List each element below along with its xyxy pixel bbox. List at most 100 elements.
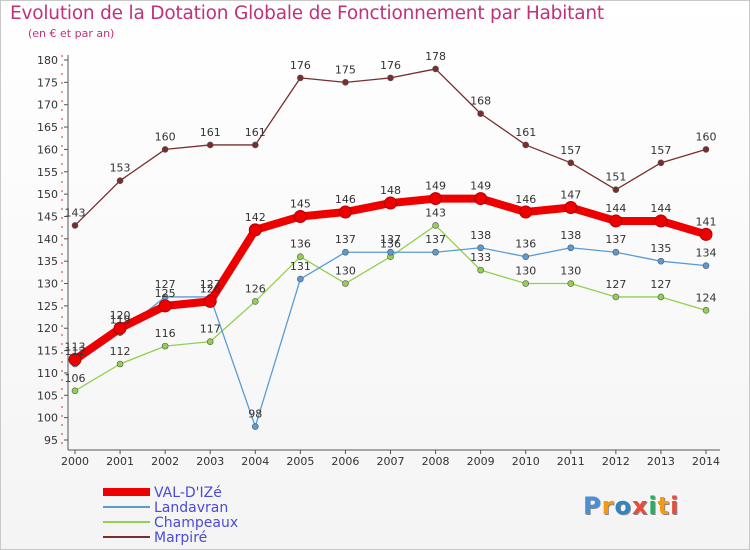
data-point	[432, 65, 439, 73]
data-label: 127	[605, 278, 626, 291]
data-label: 148	[380, 184, 401, 197]
data-label: 136	[515, 238, 536, 251]
data-point	[342, 248, 349, 256]
chart-subtitle: (en € et par an)	[28, 27, 115, 40]
y-tick-label: 175	[37, 76, 58, 89]
data-label: 149	[470, 180, 491, 193]
data-label: 116	[155, 327, 176, 340]
data-label: 144	[650, 202, 671, 215]
data-point	[71, 222, 79, 229]
data-point	[297, 275, 304, 283]
data-label: 130	[335, 265, 356, 278]
data-point	[387, 74, 394, 82]
y-tick-label: 130	[37, 278, 58, 291]
data-label: 136	[290, 238, 311, 251]
data-label: 137	[605, 233, 626, 246]
data-point	[474, 192, 488, 206]
x-tick-label: 2013	[647, 455, 675, 468]
series-0	[68, 192, 713, 367]
data-label: 160	[155, 130, 176, 143]
x-tick-label: 2001	[106, 455, 134, 468]
data-point	[338, 205, 352, 219]
data-label: 127	[155, 278, 176, 291]
data-point	[251, 141, 259, 149]
data-label: 124	[696, 291, 717, 304]
data-label: 142	[245, 211, 266, 224]
data-label: 176	[290, 59, 311, 72]
data-point	[297, 74, 304, 82]
data-label: 131	[290, 260, 311, 273]
y-tick-label: 180	[37, 54, 58, 67]
x-tick-label: 2005	[286, 455, 314, 468]
data-label: 137	[380, 233, 401, 246]
data-label: 161	[200, 126, 221, 139]
data-label: 138	[470, 229, 491, 242]
data-point	[342, 79, 349, 86]
y-tick-label: 125	[37, 300, 58, 313]
data-label: 119	[110, 314, 131, 327]
data-point	[519, 205, 533, 219]
data-label: 126	[245, 282, 266, 295]
data-point	[206, 141, 214, 149]
data-point	[293, 209, 307, 223]
data-label: 143	[65, 206, 86, 219]
data-point	[71, 387, 79, 395]
data-label: 145	[290, 197, 311, 210]
y-tick-label: 145	[37, 210, 58, 223]
y-tick-label: 140	[37, 233, 58, 246]
data-point	[116, 360, 124, 368]
data-label: 141	[696, 215, 717, 228]
data-label: 160	[696, 130, 717, 143]
data-label: 133	[470, 251, 491, 264]
x-tick-label: 2014	[692, 455, 720, 468]
series-lines	[68, 65, 713, 430]
data-point	[248, 223, 262, 237]
axes: 95 100 105 110 115 120 125 130 135 140 145 150 155 16…	[37, 54, 720, 468]
data-label: 136	[380, 238, 401, 251]
data-label: 161	[515, 126, 536, 139]
data-label: 157	[650, 144, 671, 157]
data-point	[612, 293, 620, 301]
data-point	[612, 248, 620, 256]
data-label: 113	[65, 341, 86, 354]
data-point	[522, 253, 530, 261]
legend-label: Landavran	[154, 500, 228, 516]
data-label: 153	[110, 162, 131, 175]
x-tick-label: 2000	[61, 455, 89, 468]
data-label: 157	[560, 144, 581, 157]
data-point	[477, 110, 484, 117]
x-tick-label: 2004	[241, 455, 269, 468]
data-point	[206, 338, 214, 345]
data-point	[161, 342, 169, 350]
x-tick-label: 2012	[602, 455, 630, 468]
data-label: 112	[110, 345, 131, 358]
data-label: 146	[335, 193, 356, 206]
y-tick-label: 135	[37, 255, 58, 268]
data-label: 138	[560, 229, 581, 242]
y-tick-label: 115	[37, 345, 58, 358]
series-3	[71, 65, 710, 229]
data-point	[161, 146, 169, 153]
x-tick-label: 2002	[151, 455, 179, 468]
data-point	[384, 196, 397, 210]
data-label: 149	[425, 180, 446, 193]
proxiti-logo: Proxiti	[583, 492, 680, 520]
data-label: 144	[605, 202, 626, 215]
data-point	[612, 186, 620, 193]
y-tick-label: 95	[44, 434, 58, 447]
data-label: 135	[650, 242, 671, 255]
data-point	[699, 227, 713, 241]
y-tick-label: 110	[37, 367, 58, 380]
data-point	[654, 214, 668, 228]
data-label: 175	[335, 63, 356, 76]
y-tick-label: 150	[37, 188, 58, 201]
data-point	[522, 280, 530, 287]
data-point	[609, 214, 623, 228]
data-label: 125	[155, 287, 176, 300]
data-point	[702, 146, 710, 153]
x-tick-label: 2011	[557, 455, 585, 468]
data-point	[342, 280, 349, 287]
data-label: 176	[380, 59, 401, 72]
